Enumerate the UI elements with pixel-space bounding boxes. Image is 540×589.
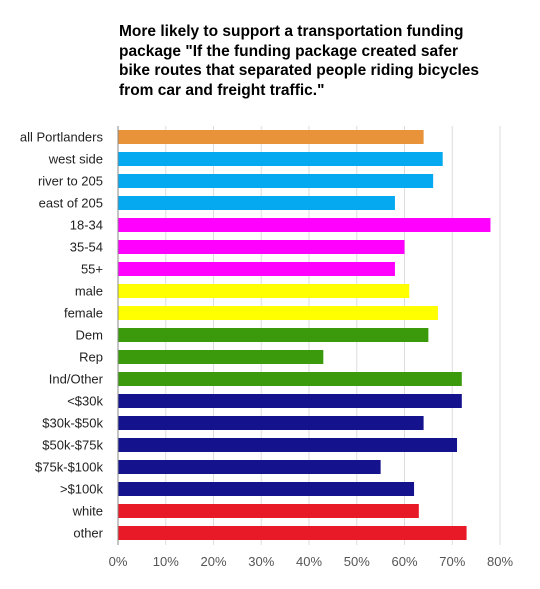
bar: [118, 526, 467, 540]
x-tick-label: 0%: [109, 554, 128, 569]
category-label: Ind/Other: [49, 372, 104, 387]
category-label: river to 205: [38, 174, 103, 189]
bar: [118, 240, 405, 254]
category-label: 55+: [81, 262, 103, 277]
category-label: other: [73, 526, 103, 541]
bar: [118, 438, 458, 452]
x-tick-label: 40%: [296, 554, 322, 569]
x-tick-label: 80%: [487, 554, 513, 569]
x-tick-label: 50%: [344, 554, 370, 569]
category-label: Dem: [76, 328, 103, 343]
bar: [118, 218, 491, 232]
bar: [118, 306, 438, 320]
bar: [118, 350, 324, 364]
category-label: white: [72, 504, 103, 519]
bars: [118, 130, 491, 540]
category-label: female: [64, 306, 103, 321]
bar: [118, 416, 424, 430]
category-labels: all Portlanders west side river to 205 east…: [20, 130, 104, 541]
category-label: $30k-$50k: [42, 416, 103, 431]
chart-title-line: package "If the funding package created …: [119, 42, 458, 60]
chart-title-line: bike routes that separated people riding…: [119, 62, 480, 79]
bar: [118, 174, 434, 188]
bar: [118, 394, 462, 408]
bar: [118, 504, 419, 518]
chart-title-line: from car and freight traffic.": [119, 81, 325, 99]
category-label: $50k-$75k: [42, 438, 103, 453]
x-tick-label: 30%: [248, 554, 274, 569]
category-label: <$30k: [67, 394, 103, 409]
category-label: $75k-$100k: [35, 460, 103, 475]
bar: [118, 196, 395, 210]
bar: [118, 152, 443, 166]
bar: [118, 482, 415, 496]
x-tick-label: 20%: [200, 554, 226, 569]
x-tick-label: 70%: [439, 554, 465, 569]
bar: [118, 262, 395, 276]
bar: [118, 460, 381, 474]
category-label: 35-54: [70, 240, 103, 255]
bar: [118, 284, 410, 298]
category-label: >$100k: [60, 482, 104, 497]
x-tick-label: 10%: [153, 554, 179, 569]
category-label: Rep: [79, 350, 103, 365]
bar: [118, 130, 424, 144]
category-label: west side: [48, 152, 103, 167]
chart-title: More likely to support a transportation …: [119, 22, 519, 100]
category-label: east of 205: [39, 196, 103, 211]
chart-title-line: More likely to support a transportation …: [119, 23, 464, 40]
category-label: 18-34: [70, 218, 103, 233]
category-label: all Portlanders: [20, 130, 104, 145]
bar: [118, 372, 462, 386]
category-label: male: [75, 284, 103, 299]
x-tick-label: 60%: [391, 554, 417, 569]
bar: [118, 328, 429, 342]
x-tick-labels: 0% 10% 20% 30% 40% 50% 60% 70% 80%: [109, 554, 514, 569]
